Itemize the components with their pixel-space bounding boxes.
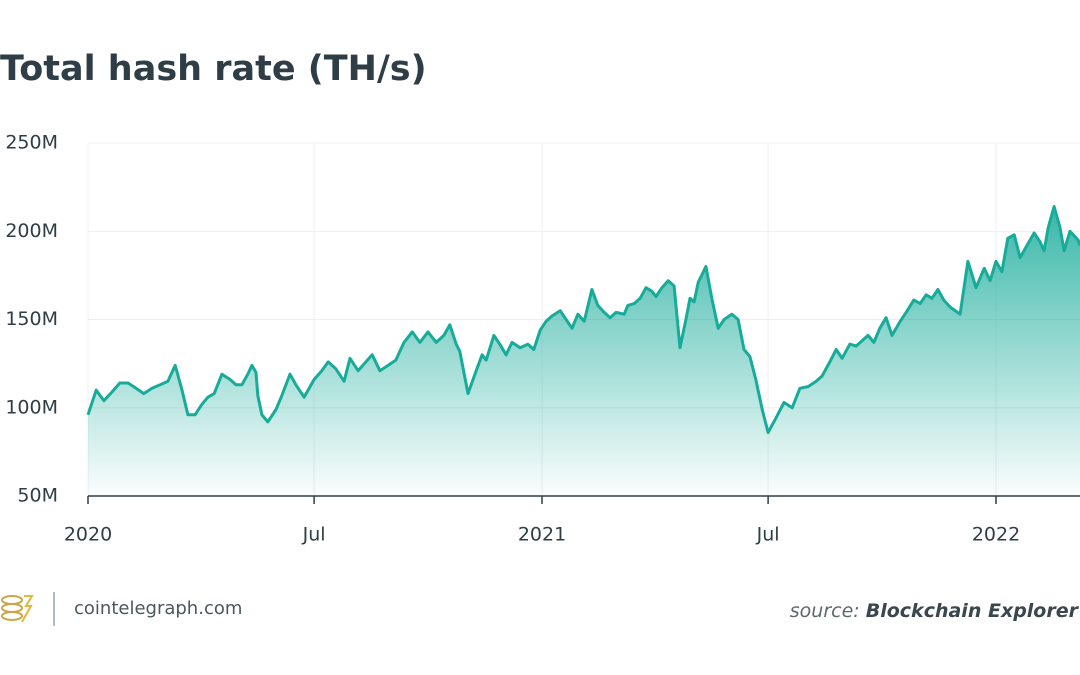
x-tick-label: 2021 bbox=[518, 524, 566, 546]
y-tick-label: 150M bbox=[5, 308, 58, 330]
x-tick-label: 2020 bbox=[64, 524, 112, 546]
y-tick-label: 100M bbox=[5, 396, 58, 418]
y-tick-label: 50M bbox=[17, 485, 58, 507]
brand: cointelegraph.com bbox=[74, 598, 242, 619]
source-name: Blockchain Explorer bbox=[866, 600, 1080, 622]
area bbox=[88, 206, 1080, 496]
x-tick-label: 2022 bbox=[972, 524, 1020, 546]
chart-title: Total hash rate (TH/s) bbox=[0, 49, 427, 89]
line bbox=[86, 205, 1080, 434]
logo bbox=[1, 595, 34, 623]
source: source: Blockchain Explorer bbox=[790, 600, 1080, 622]
y-tick-label: 200M bbox=[5, 220, 58, 242]
source-label: source: bbox=[790, 600, 860, 622]
y-tick-label: 250M bbox=[5, 132, 58, 154]
x-tick-label: Jul bbox=[302, 524, 326, 546]
x-tick-label: Jul bbox=[756, 524, 780, 546]
